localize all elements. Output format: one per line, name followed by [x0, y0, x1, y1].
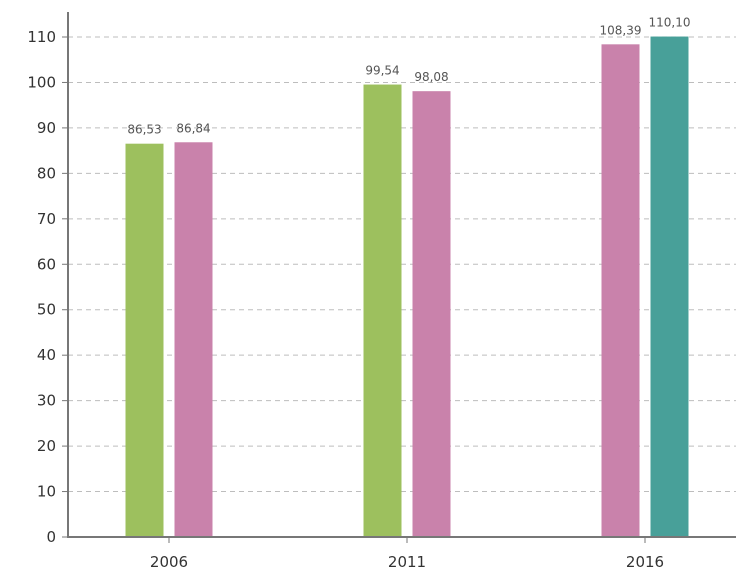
data-label-2016-1: 108,39 [600, 23, 642, 37]
data-labels: 86,53 86,84 99,54 98,08 108,39 110,10 [127, 16, 690, 137]
bar-2006-2 [174, 142, 213, 538]
bar-2016-2 [650, 36, 689, 537]
y-tick-label-30: 30 [37, 392, 56, 410]
y-tick-label-90: 90 [37, 119, 56, 137]
y-tick-labels: 0 10 20 30 40 50 60 70 80 90 100 110 [27, 28, 68, 546]
data-label-2006-1: 86,53 [127, 123, 161, 137]
bar-2011-1 [363, 84, 402, 537]
y-tick-label-60: 60 [37, 255, 56, 273]
x-category-labels: 2006 2011 2016 [150, 537, 664, 571]
data-label-2006-2: 86,84 [176, 121, 210, 135]
y-tick-label-40: 40 [37, 346, 56, 364]
x-category-label-2011: 2011 [388, 553, 426, 571]
y-tick-label-80: 80 [37, 164, 56, 182]
y-tick-label-110: 110 [27, 28, 56, 46]
axes [67, 12, 736, 538]
bar-2006-1 [125, 143, 164, 537]
y-tick-label-70: 70 [37, 210, 56, 228]
data-label-2011-1: 99,54 [365, 64, 399, 78]
x-category-label-2016: 2016 [626, 553, 664, 571]
bar-2016-1 [601, 44, 640, 538]
data-label-2011-2: 98,08 [414, 70, 448, 84]
bars [125, 36, 689, 538]
y-tick-label-20: 20 [37, 437, 56, 455]
y-tick-label-50: 50 [37, 301, 56, 319]
bar-2011-2 [412, 91, 451, 537]
x-category-label-2006: 2006 [150, 553, 188, 571]
y-tick-label-0: 0 [46, 528, 56, 546]
data-label-2016-2: 110,10 [649, 16, 691, 30]
y-tick-label-100: 100 [27, 73, 56, 91]
y-tick-label-10: 10 [37, 483, 56, 501]
